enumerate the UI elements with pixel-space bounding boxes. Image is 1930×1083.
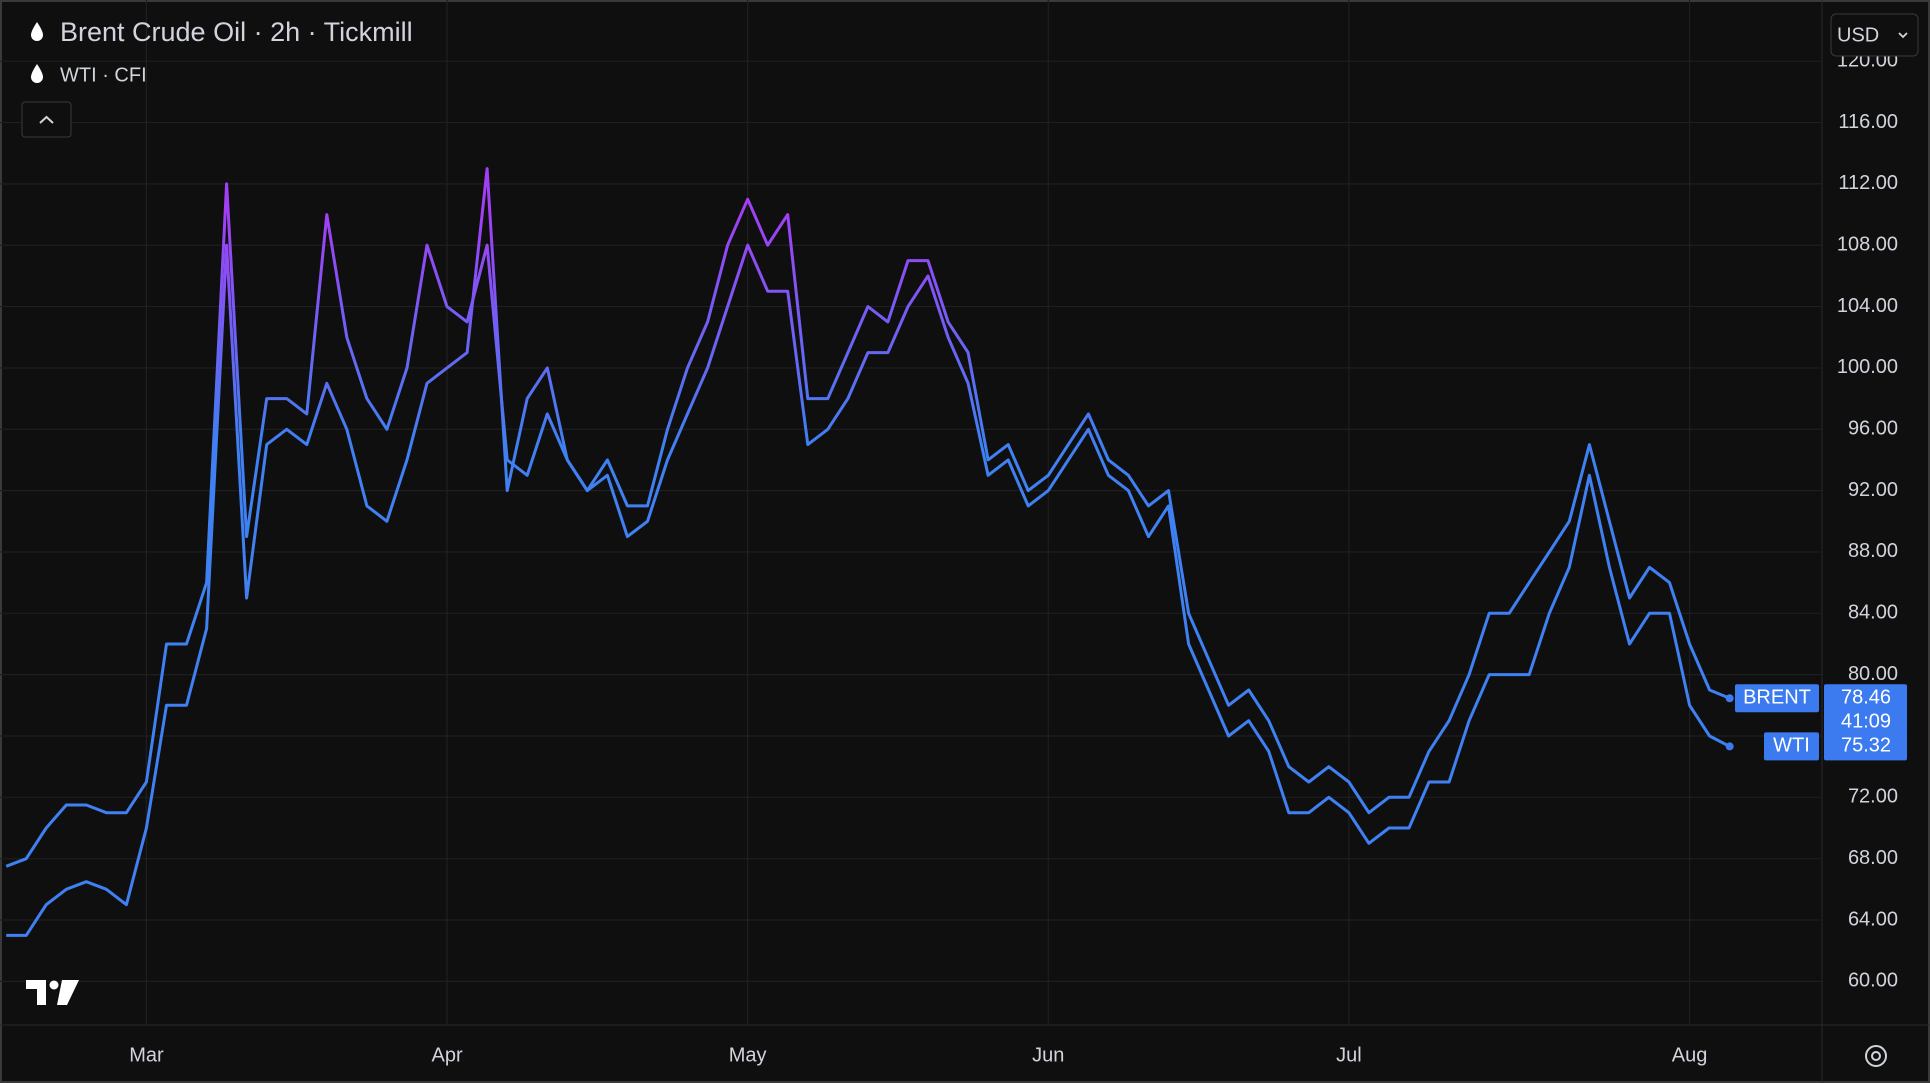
currency-button[interactable] bbox=[1830, 13, 1919, 57]
x-tick-label: Aug bbox=[1672, 1044, 1708, 1066]
y-tick-label: 88.00 bbox=[1848, 540, 1898, 562]
logo-part bbox=[26, 980, 46, 1005]
y-tick-label: 112.00 bbox=[1838, 172, 1898, 194]
legend-entry[interactable]: Brent Crude Oil · 2h · Tickmill bbox=[60, 17, 413, 47]
collapse-icon bbox=[39, 115, 54, 124]
logo bbox=[26, 980, 79, 1005]
last-value-box bbox=[1824, 684, 1907, 735]
y-tick-label: 96.00 bbox=[1848, 418, 1898, 440]
last-name-box bbox=[1764, 732, 1819, 761]
legend: Brent Crude Oil · 2h · Tickmill WTI · CF… bbox=[21, 17, 413, 138]
y-tick-label: 72.00 bbox=[1848, 786, 1898, 808]
y-tick-label: 68.00 bbox=[1848, 847, 1898, 869]
legend-icon bbox=[31, 64, 43, 83]
logo-part bbox=[57, 980, 79, 1005]
y-tick-label: 60.00 bbox=[1848, 970, 1898, 992]
x-tick-label: Apr bbox=[431, 1044, 462, 1066]
last-value-box bbox=[1824, 732, 1907, 761]
last-name-label: BRENT bbox=[1743, 687, 1811, 709]
last-value-label: 78.46 bbox=[1841, 687, 1891, 709]
settings-icon[interactable] bbox=[1865, 1045, 1887, 1067]
dropdown-icon bbox=[1898, 32, 1908, 39]
legend-entry[interactable]: WTI · CFI bbox=[60, 64, 147, 86]
y-tick-label: 92.00 bbox=[1848, 479, 1898, 501]
y-tick-label: 104.00 bbox=[1837, 295, 1898, 317]
last-name-label: WTI bbox=[1773, 735, 1810, 757]
x-tick-label: Mar bbox=[129, 1044, 164, 1066]
y-tick-label: 100.00 bbox=[1837, 356, 1898, 378]
y-tick-label: 116.00 bbox=[1838, 111, 1898, 133]
last-value-label: 75.32 bbox=[1841, 735, 1891, 757]
countdown: 41:09 bbox=[1841, 711, 1891, 733]
y-tick-label: 84.00 bbox=[1848, 602, 1898, 624]
gear-outer bbox=[1865, 1045, 1887, 1067]
x-tick-label: Jul bbox=[1336, 1044, 1362, 1066]
logo-part bbox=[49, 980, 59, 990]
collapse-button[interactable] bbox=[21, 101, 72, 138]
last-point bbox=[1725, 694, 1734, 703]
last-point bbox=[1725, 742, 1734, 751]
series-line bbox=[6, 167, 1731, 937]
series-line bbox=[5, 182, 1731, 868]
x-tick-label: May bbox=[729, 1044, 767, 1066]
y-tick-label: 108.00 bbox=[1837, 234, 1898, 256]
last-name-box bbox=[1735, 684, 1819, 713]
currency-label: USD bbox=[1837, 24, 1879, 46]
y-tick-label: 80.00 bbox=[1848, 663, 1898, 685]
legend-icon bbox=[31, 22, 43, 41]
y-tick-label: 64.00 bbox=[1848, 908, 1898, 930]
gear-inner bbox=[1871, 1051, 1881, 1061]
x-tick-label: Jun bbox=[1032, 1044, 1064, 1066]
